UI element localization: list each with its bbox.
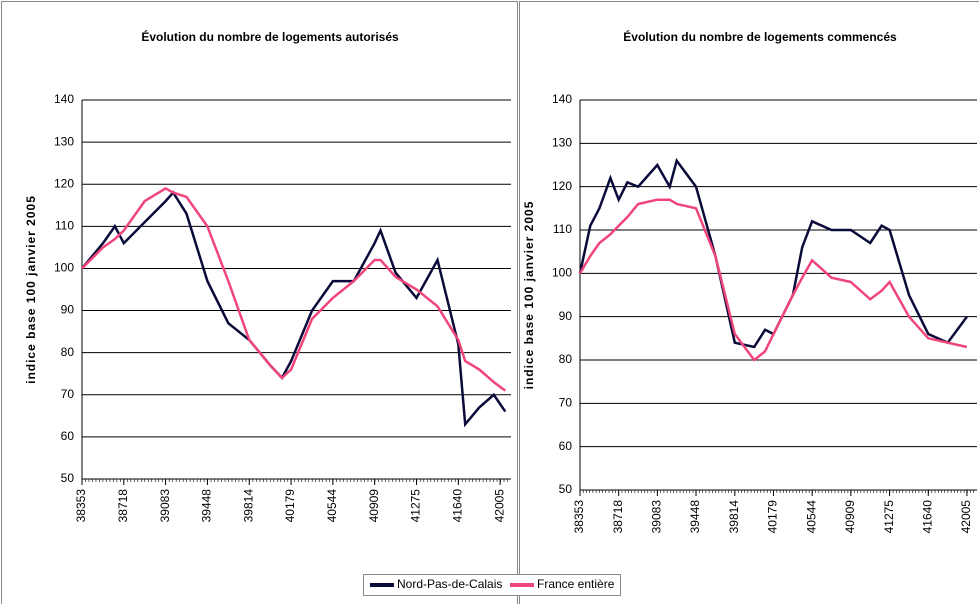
x-tick-label: 39448 [688,500,702,534]
y-tick-label: 80 [559,352,573,366]
x-tick-label: 40544 [325,489,339,523]
x-tick-label: 39083 [650,500,664,534]
x-tick-label: 38353 [74,489,88,523]
y-tick-label: 90 [61,303,75,317]
panel-border [519,1,979,604]
y-tick-label: 110 [55,219,74,233]
y-tick-label: 50 [61,471,75,485]
y-tick-label: 130 [552,136,572,150]
x-tick-label: 39814 [241,489,255,523]
legend-label: Nord-Pas-de-Calais [397,577,502,591]
legend-label: France entière [537,577,615,591]
x-tick-label: 40179 [766,500,780,534]
y-axis-label: indice base 100 janvier 2005 [522,201,536,390]
y-tick-label: 140 [54,92,74,106]
x-tick-label: 42005 [492,489,506,523]
y-tick-label: 100 [54,261,74,275]
panel-border [1,1,518,604]
series-line [81,190,507,428]
x-tick-label: 38718 [116,489,130,523]
y-tick-label: 130 [54,134,74,148]
series-line [81,186,507,392]
y-tick-label: 140 [552,92,572,106]
x-tick-label: 39083 [158,489,172,523]
x-tick-label: 39814 [727,500,741,534]
y-tick-label: 60 [61,429,75,443]
y-tick-label: 70 [61,387,75,401]
y-tick-label: 100 [552,266,572,280]
x-tick-label: 38718 [611,500,625,534]
y-tick-label: 90 [559,309,573,323]
x-tick-label: 41275 [409,489,423,523]
x-tick-label: 41640 [451,489,465,523]
x-tick-label: 40179 [283,489,297,523]
legend-box [363,574,621,596]
x-tick-label: 40544 [804,500,818,534]
chart-title: Évolution du nombre de logements autoris… [141,29,399,44]
y-tick-label: 120 [54,176,74,190]
x-tick-label: 40909 [367,489,381,523]
x-tick-label: 41640 [920,500,934,534]
y-tick-label: 50 [559,482,573,496]
y-tick-label: 60 [559,439,573,453]
x-tick-label: 39448 [200,489,214,523]
y-tick-label: 110 [553,222,572,236]
x-tick-label: 38353 [572,500,586,534]
series-line [578,198,968,362]
chart-title: Évolution du nombre de logements commenc… [623,29,897,44]
x-tick-label: 42005 [959,500,973,534]
x-tick-label: 41275 [882,500,896,534]
y-axis-label: indice base 100 janvier 2005 [24,195,38,384]
y-tick-label: 70 [559,396,573,410]
series-line [578,157,968,349]
x-tick-label: 40909 [843,500,857,534]
y-tick-label: 120 [552,179,572,193]
y-tick-label: 80 [61,345,75,359]
